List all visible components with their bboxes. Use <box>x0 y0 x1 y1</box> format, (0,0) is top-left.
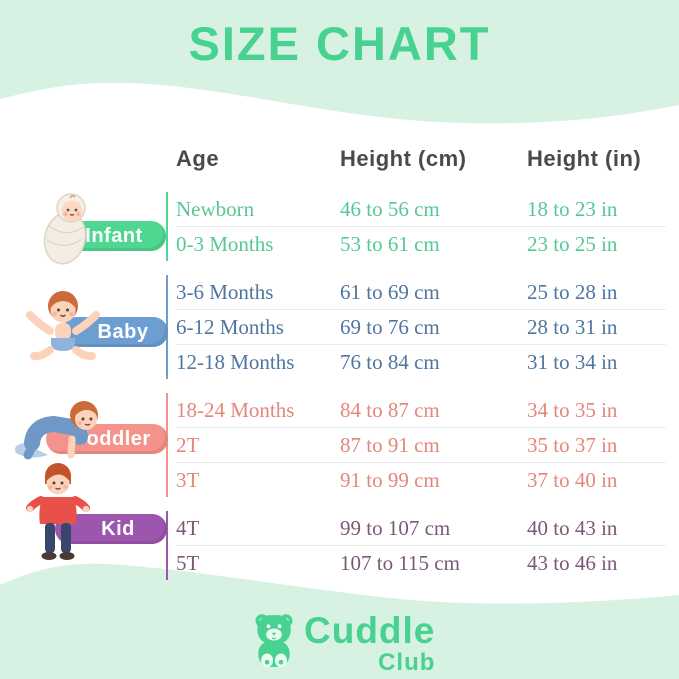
brand-name-block: Cuddle Club <box>304 612 435 675</box>
table-row: Newborn 46 to 56 cm 18 to 23 in <box>176 192 666 226</box>
height-in-cell: 18 to 23 in <box>527 196 618 221</box>
height-in-cell: 37 to 40 in <box>527 467 618 492</box>
baby-badge-label: Baby <box>97 320 149 343</box>
height-cm-cell: 87 to 91 cm <box>340 432 440 457</box>
bottom-wave-decoration <box>0 563 679 679</box>
height-cm-cell: 53 to 61 cm <box>340 231 440 256</box>
table-row: 12-18 Months 76 to 84 cm 31 to 34 in <box>176 344 666 379</box>
height-cm-cell: 69 to 76 cm <box>340 314 440 339</box>
table-row: 4T 99 to 107 cm 40 to 43 in <box>176 511 666 545</box>
infant-badge-label: Infant <box>85 224 143 247</box>
height-in-cell: 23 to 25 in <box>527 231 618 256</box>
height-cm-cell: 84 to 87 cm <box>340 397 440 422</box>
table-row: 2T 87 to 91 cm 35 to 37 in <box>176 427 666 462</box>
column-header-height-in: Height (in) <box>527 146 642 171</box>
table-header-row: Age Height (cm) Height (in) <box>166 146 666 172</box>
height-cm-cell: 61 to 69 cm <box>340 279 440 304</box>
age-cell: 12-18 Months <box>176 349 295 374</box>
age-cell: 6-12 Months <box>176 314 284 339</box>
height-cm-cell: 76 to 84 cm <box>340 349 440 374</box>
height-in-cell: 28 to 31 in <box>527 314 618 339</box>
age-cell: 3-6 Months <box>176 279 274 304</box>
height-cm-cell: 99 to 107 cm <box>340 515 451 540</box>
height-cm-cell: 46 to 56 cm <box>340 196 440 221</box>
age-cell: 2T <box>176 432 200 457</box>
table-row: 3T 91 to 99 cm 37 to 40 in <box>176 462 666 497</box>
standing-kid-illustration <box>26 463 90 560</box>
section-baby: 3-6 Months 61 to 69 cm 25 to 28 in 6-12 … <box>166 275 666 379</box>
column-header-height-cm: Height (cm) <box>340 146 467 171</box>
sitting-baby-illustration <box>26 291 100 361</box>
top-wave-decoration <box>0 0 679 124</box>
age-cell: 5T <box>176 550 200 575</box>
age-cell: Newborn <box>176 196 255 221</box>
column-header-age: Age <box>176 146 220 171</box>
height-in-cell: 35 to 37 in <box>527 432 618 457</box>
section-infant: Newborn 46 to 56 cm 18 to 23 in 0-3 Mont… <box>166 192 666 261</box>
toddler-badge-label: Toddler <box>75 427 151 450</box>
brand-name: Cuddle <box>304 610 436 651</box>
table-row: 3-6 Months 61 to 69 cm 25 to 28 in <box>176 275 666 309</box>
brand-subname: Club <box>378 649 436 676</box>
height-in-cell: 43 to 46 in <box>527 550 618 575</box>
teddy-bear-icon <box>255 614 293 668</box>
section-toddler: 18-24 Months 84 to 87 cm 34 to 35 in 2T … <box>166 393 666 497</box>
crawling-toddler-illustration <box>15 401 98 460</box>
table-row: 6-12 Months 69 to 76 cm 28 to 31 in <box>176 309 666 344</box>
page-title: SIZE CHART <box>188 17 491 70</box>
swaddled-baby-illustration <box>43 193 87 265</box>
kid-badge-label: Kid <box>101 517 135 540</box>
table-row: 0-3 Months 53 to 61 cm 23 to 25 in <box>176 226 666 261</box>
section-kid: 4T 99 to 107 cm 40 to 43 in 5T 107 to 11… <box>166 511 666 580</box>
height-cm-cell: 91 to 99 cm <box>340 467 440 492</box>
age-cell: 0-3 Months <box>176 231 274 256</box>
height-in-cell: 40 to 43 in <box>527 515 618 540</box>
height-cm-cell: 107 to 115 cm <box>340 550 460 575</box>
brand-logo: Cuddle Club <box>250 612 435 675</box>
table-row: 18-24 Months 84 to 87 cm 34 to 35 in <box>176 393 666 427</box>
height-in-cell: 25 to 28 in <box>527 279 618 304</box>
size-chart-table: Age Height (cm) Height (in) Newborn 46 t… <box>166 146 666 594</box>
table-row: 5T 107 to 115 cm 43 to 46 in <box>176 545 666 580</box>
height-in-cell: 34 to 35 in <box>527 397 618 422</box>
height-in-cell: 31 to 34 in <box>527 349 618 374</box>
age-cell: 18-24 Months <box>176 397 295 422</box>
age-cell: 3T <box>176 467 200 492</box>
age-cell: 4T <box>176 515 200 540</box>
